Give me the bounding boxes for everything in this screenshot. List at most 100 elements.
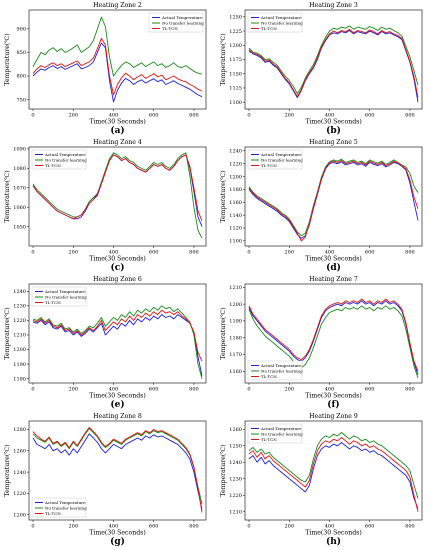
legend-label: Actual Temperature: [44, 500, 86, 505]
y-tick-label: 1150: [229, 71, 242, 77]
y-tick-label: 850: [16, 50, 26, 56]
x-tick-label: 400: [325, 524, 335, 530]
chart-panel-4: Heating Zone 6 0 200 400 600 800 1180 1190 1200 1…: [4, 276, 207, 410]
legend-box: [247, 12, 303, 33]
y-tick-label: 1220: [229, 161, 242, 167]
x-tick-label: 0: [31, 387, 34, 393]
y-tick-label: 1220: [13, 491, 26, 497]
series-line-2: [32, 309, 203, 362]
y-tick-label: 1090: [13, 147, 26, 153]
y-tick-label: 1120: [229, 226, 242, 232]
series-line-0: [248, 30, 419, 103]
y-tick-label: 1080: [13, 166, 26, 172]
x-tick-label: 600: [149, 524, 159, 530]
y-tick-label: 1210: [229, 285, 242, 291]
legend-box: [247, 149, 303, 170]
chart-panel-1: Heating Zone 3 0 200 400 600 800 1100 1125 1150 1…: [220, 2, 423, 136]
legend-label: No transfer learning: [261, 432, 303, 437]
x-tick-label: 800: [189, 113, 199, 119]
x-axis-label: Time(30 Seconds): [305, 256, 362, 263]
legend-label: No transfer learning: [45, 295, 87, 300]
legend-label: TL-TCN: [45, 511, 61, 516]
plot-frame: [244, 420, 423, 521]
chart-title: Heating Zone 2: [93, 2, 142, 9]
x-tick-label: 600: [149, 250, 159, 256]
legend-label: TL-TCN: [261, 437, 277, 442]
x-axis-label: Time(30 Seconds): [305, 393, 362, 400]
y-tick-label: 1050: [13, 224, 26, 230]
series-line-2: [248, 298, 419, 372]
chart-title: Heating Zone 4: [93, 139, 142, 146]
y-tick-label: 1220: [13, 318, 26, 324]
x-tick-label: 800: [405, 250, 415, 256]
plot-frame: [28, 283, 207, 384]
series-line-1: [248, 305, 419, 379]
x-tick-label: 600: [365, 250, 375, 256]
series-line-2: [248, 28, 419, 98]
y-tick-label: 1220: [229, 493, 242, 499]
y-tick-label: 1250: [229, 15, 242, 21]
panel-label: (b): [326, 125, 341, 136]
x-tick-label: 400: [325, 387, 335, 393]
x-tick-label: 200: [284, 250, 294, 256]
legend-label: TL-TCN: [162, 26, 178, 31]
x-axis-label: Time(30 Seconds): [89, 119, 146, 126]
legend-label: Actual Temperature: [260, 363, 302, 368]
chart-title: Heating Zone 3: [309, 2, 358, 9]
chart-title: Heating Zone 8: [93, 413, 142, 420]
x-tick-label: 400: [109, 524, 119, 530]
series-line-0: [32, 42, 203, 103]
x-tick-label: 800: [189, 387, 199, 393]
y-tick-label: 1200: [229, 174, 242, 180]
chart-title: Heating Zone 9: [309, 413, 358, 420]
x-tick-label: 200: [284, 113, 294, 119]
y-tick-label: 1140: [229, 213, 242, 219]
y-tick-label: 1200: [229, 302, 242, 308]
y-axis-label: Temperature(℃): [220, 33, 227, 85]
y-tick-label: 1280: [13, 427, 26, 433]
y-tick-label: 1170: [229, 352, 242, 358]
x-axis-label: Time(30 Seconds): [89, 530, 146, 537]
series-line-0: [248, 300, 419, 375]
panel-label: (d): [326, 262, 341, 273]
x-tick-label: 800: [189, 524, 199, 530]
legend-box: [31, 497, 87, 518]
x-tick-label: 400: [109, 387, 119, 393]
y-tick-label: 1240: [13, 289, 26, 295]
y-axis-label: Temperature(℃): [220, 307, 227, 359]
y-axis-label: Temperature(℃): [4, 33, 11, 85]
x-tick-label: 400: [325, 250, 335, 256]
x-axis-label: Time(30 Seconds): [89, 256, 146, 263]
x-tick-label: 200: [68, 524, 78, 530]
chart-title: Heating Zone 7: [309, 276, 358, 283]
series-line-0: [248, 442, 419, 509]
y-tick-label: 1160: [229, 200, 242, 206]
legend-label: TL-TCN: [261, 26, 277, 31]
legend-box: [148, 12, 204, 33]
y-tick-label: 1160: [229, 369, 242, 375]
x-axis-label: Time(30 Seconds): [305, 530, 362, 537]
chart-panel-3: Heating Zone 5 0 200 400 600 800 1100 1120 1140 1…: [220, 139, 423, 273]
x-tick-label: 400: [325, 113, 335, 119]
y-tick-label: 1180: [13, 376, 26, 382]
y-tick-label: 1230: [229, 476, 242, 482]
panel-label: (c): [111, 262, 125, 273]
legend-label: TL-TCN: [45, 163, 61, 168]
series-line-0: [32, 433, 203, 510]
panel-label: (e): [110, 399, 124, 410]
legend-label: Actual Temperature: [260, 15, 302, 20]
x-tick-label: 0: [247, 250, 250, 256]
x-tick-label: 0: [31, 250, 34, 256]
x-tick-label: 600: [365, 524, 375, 530]
y-tick-label: 900: [16, 27, 26, 33]
series-line-2: [32, 426, 203, 513]
y-tick-label: 1225: [229, 29, 242, 35]
chart-panel-7: Heating Zone 9 0 200 400 600 800 1210 1220 1230 1…: [220, 413, 423, 547]
legend-label: Actual Temperature: [260, 152, 302, 157]
legend-label: No transfer learning: [261, 158, 303, 163]
